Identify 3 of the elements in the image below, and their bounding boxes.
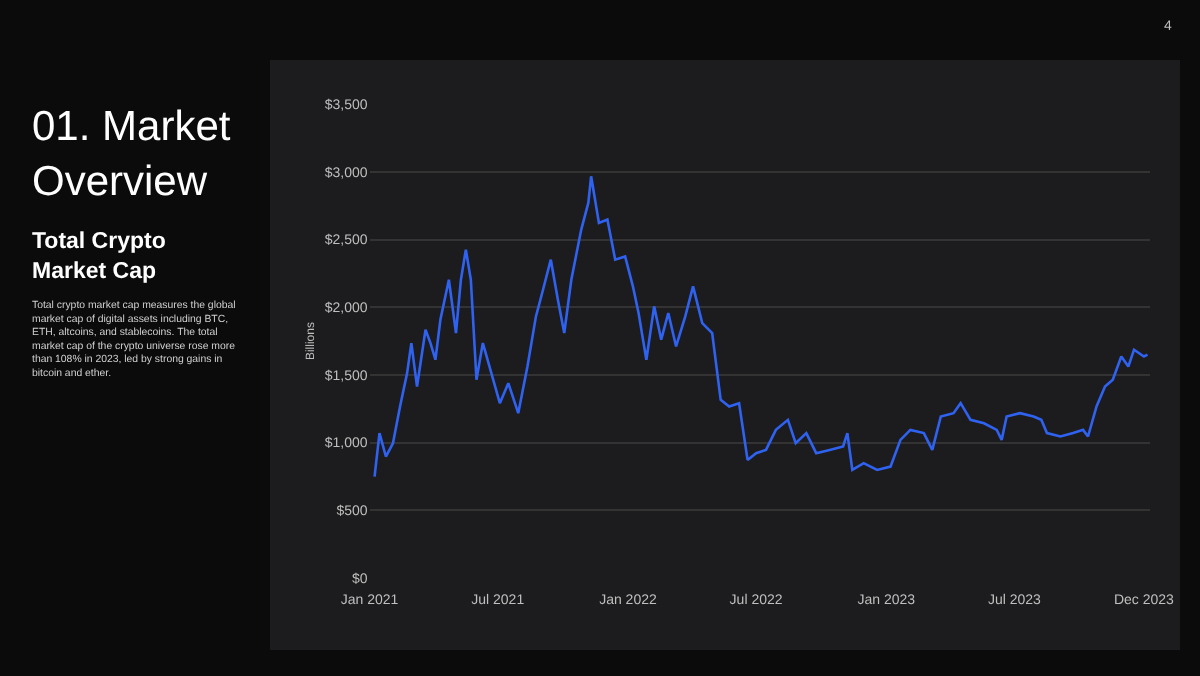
text: 01. Market Overview bbox=[32, 104, 231, 205]
line-series bbox=[373, 174, 1149, 478]
text: Total Crypto Market Cap bbox=[32, 230, 166, 284]
